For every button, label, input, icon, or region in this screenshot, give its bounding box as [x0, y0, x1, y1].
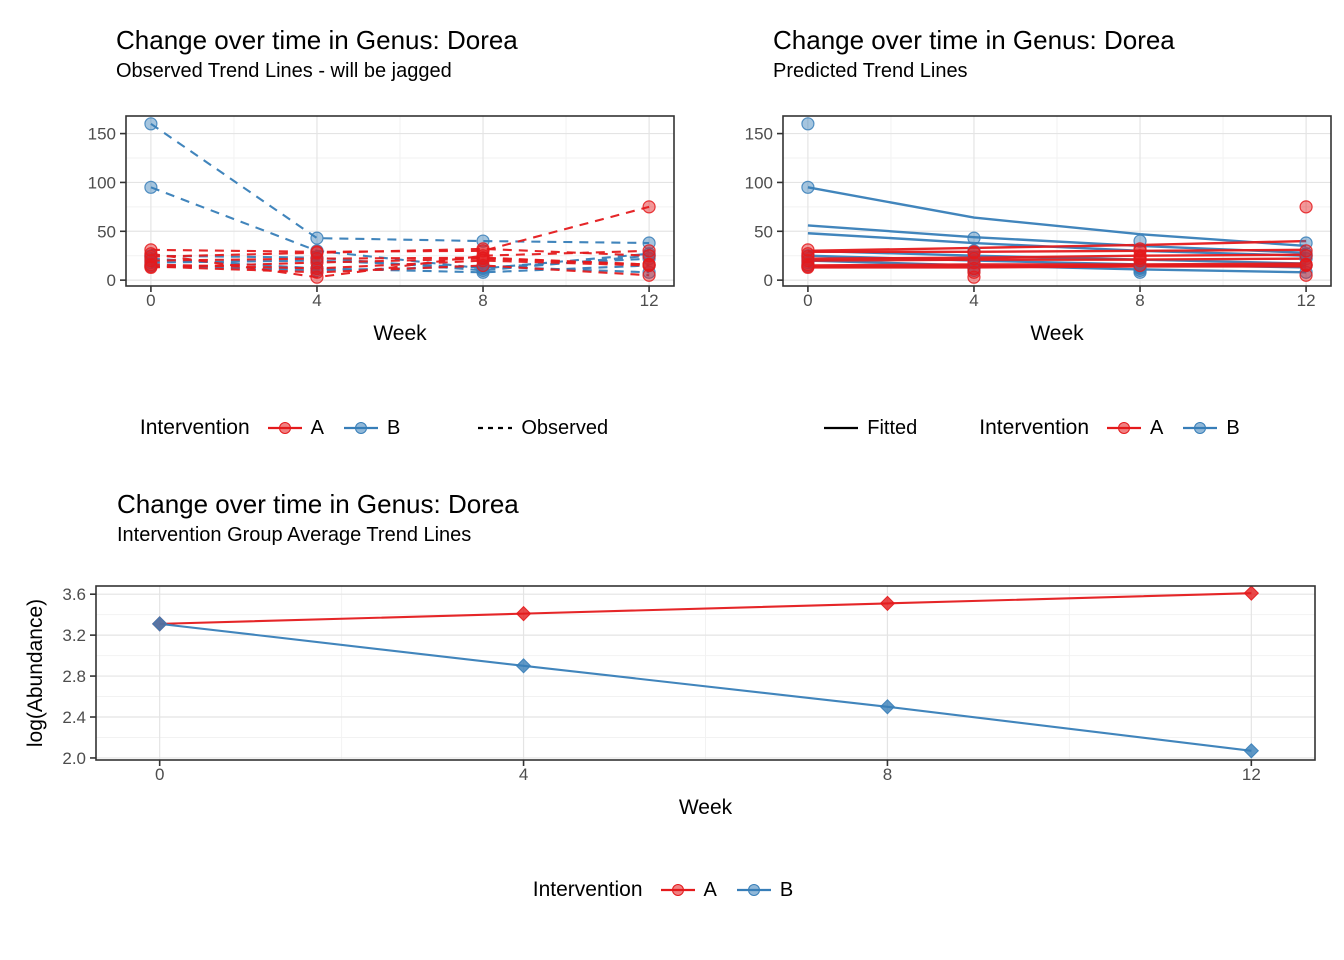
- svg-text:3.6: 3.6: [62, 585, 86, 604]
- fitted-linetype-label: Fitted: [867, 416, 918, 439]
- svg-text:0: 0: [764, 271, 773, 290]
- observed-legend-item-a: A: [310, 416, 325, 439]
- svg-text:0: 0: [803, 291, 812, 310]
- predicted-legend-title: Intervention: [979, 416, 1090, 439]
- svg-text:12: 12: [1242, 765, 1261, 784]
- svg-text:0: 0: [107, 271, 116, 290]
- svg-text:12: 12: [640, 291, 659, 310]
- group-average-chart: Change over time in Genus: Dorea Interve…: [20, 488, 1344, 827]
- svg-text:Week: Week: [373, 322, 427, 345]
- svg-text:8: 8: [478, 291, 487, 310]
- legend-key-b-icon: [344, 422, 379, 434]
- group-average-legend-title: Intervention: [532, 878, 643, 901]
- legend-key-a-icon: [1107, 422, 1142, 434]
- observed-chart-title: Change over time in Genus: Dorea: [116, 25, 518, 55]
- svg-text:50: 50: [754, 222, 773, 241]
- observed-legend: Intervention A B Observed: [78, 410, 688, 446]
- svg-text:4: 4: [312, 291, 321, 310]
- svg-text:0: 0: [146, 291, 155, 310]
- legend-key-a-icon: [660, 884, 695, 896]
- observed-chart-subtitle: Observed Trend Lines - will be jagged: [116, 60, 452, 82]
- observed-linetype-key-icon: [478, 426, 513, 430]
- predicted-chart: Change over time in Genus: Dorea Predict…: [735, 24, 1344, 351]
- svg-text:2.0: 2.0: [62, 749, 86, 768]
- svg-text:Week: Week: [1030, 322, 1084, 345]
- legend-key-b-icon: [736, 884, 771, 896]
- svg-text:8: 8: [883, 765, 892, 784]
- observed-legend-title: Intervention: [139, 416, 250, 439]
- svg-text:12: 12: [1297, 291, 1316, 310]
- svg-text:2.8: 2.8: [62, 667, 86, 686]
- svg-text:4: 4: [969, 291, 978, 310]
- observed-linetype-label: Observed: [521, 416, 609, 439]
- fitted-linetype-key-icon: [824, 426, 859, 430]
- group-average-legend-item-a: A: [703, 878, 717, 901]
- observed-legend-item-b: B: [387, 416, 401, 439]
- svg-text:log(Abundance): log(Abundance): [24, 599, 47, 747]
- svg-text:0: 0: [155, 765, 164, 784]
- predicted-chart-subtitle: Predicted Trend Lines: [773, 60, 968, 82]
- legend-key-a-icon: [267, 422, 302, 434]
- svg-text:8: 8: [1135, 291, 1144, 310]
- svg-text:100: 100: [88, 173, 116, 192]
- svg-text:150: 150: [88, 125, 116, 144]
- observed-chart: Change over time in Genus: Dorea Observe…: [78, 24, 690, 351]
- svg-text:2.4: 2.4: [62, 708, 86, 727]
- group-average-chart-title: Change over time in Genus: Dorea: [117, 489, 519, 519]
- svg-text:4: 4: [519, 765, 528, 784]
- observed-chart-canvas: 0 4 8 12 0 50 100 150 Week: [88, 115, 675, 345]
- group-average-legend-item-b: B: [779, 878, 794, 901]
- group-average-chart-subtitle: Intervention Group Average Trend Lines: [117, 524, 472, 546]
- legend-key-b-icon: [1183, 422, 1218, 434]
- svg-text:Week: Week: [679, 796, 733, 819]
- group-average-legend: Intervention A B: [0, 872, 1344, 908]
- svg-text:3.2: 3.2: [62, 626, 86, 645]
- group-average-chart-canvas: 0 4 8 12 2.0 2.4 2.8 3.2 3.6 Week log(Abundance): [24, 585, 1316, 819]
- predicted-legend-item-b: B: [1226, 416, 1240, 439]
- predicted-legend: Fitted Intervention A B: [735, 410, 1344, 446]
- svg-text:150: 150: [745, 125, 773, 144]
- predicted-chart-title: Change over time in Genus: Dorea: [773, 25, 1175, 55]
- svg-text:100: 100: [745, 173, 773, 192]
- predicted-legend-item-a: A: [1150, 416, 1164, 439]
- predicted-chart-canvas: 0 4 8 12 0 50 100 150 Week: [745, 115, 1332, 345]
- svg-text:50: 50: [97, 222, 116, 241]
